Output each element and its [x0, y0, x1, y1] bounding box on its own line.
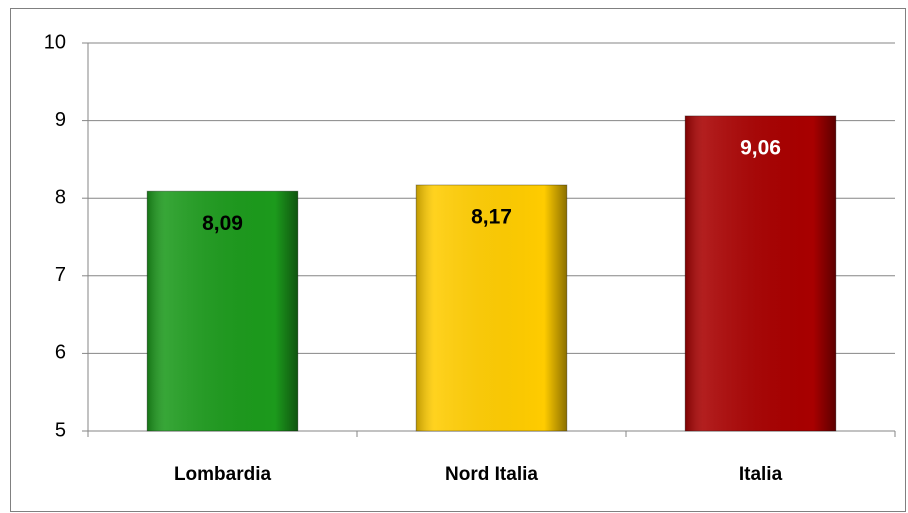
bar-shading: [416, 185, 567, 431]
x-tick-label: Italia: [739, 464, 783, 485]
x-tick-label: Lombardia: [174, 464, 272, 485]
x-tick-label: Nord Italia: [445, 464, 538, 485]
y-tick-label: 10: [44, 31, 66, 53]
bar-shading: [147, 191, 298, 431]
value-label: 8,17: [471, 206, 512, 229]
y-tick-label: 8: [55, 186, 66, 208]
value-label: 8,09: [202, 212, 243, 235]
bar-shading: [685, 115, 836, 431]
value-label: 9,06: [740, 136, 781, 159]
y-tick-label: 6: [55, 342, 66, 364]
y-tick-label: 7: [55, 264, 66, 286]
y-tick-label: 9: [55, 109, 66, 131]
y-tick-label: 5: [55, 419, 66, 441]
